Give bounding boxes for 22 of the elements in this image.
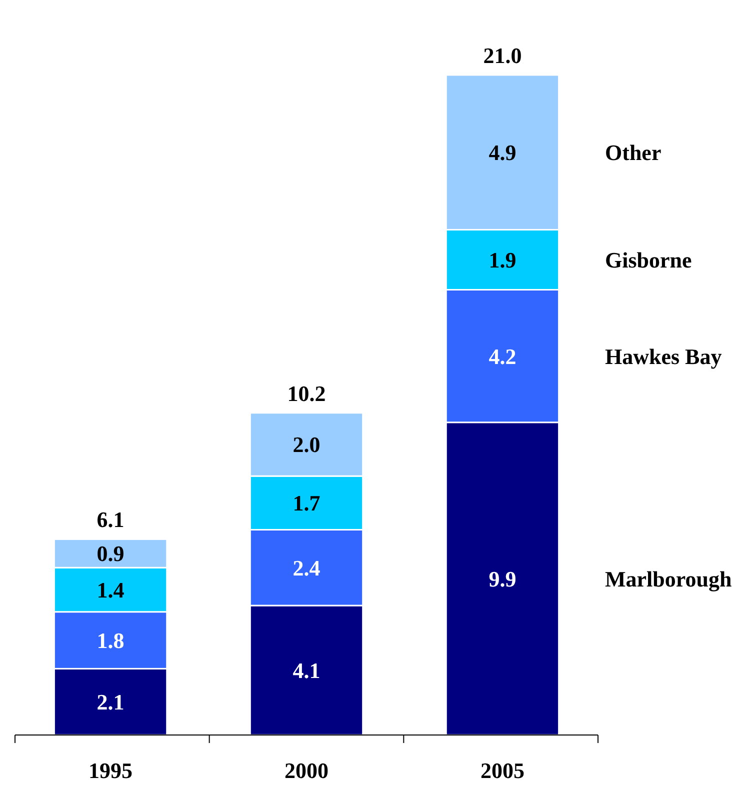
data-label: 4.9 [488,140,516,166]
data-label: 1.4 [96,577,124,602]
text: Other [605,140,662,166]
data-label: 0.9 [96,541,124,566]
x-tick-label: 2000 [284,758,328,783]
total-label: 10.2 [287,380,326,406]
data-label: 1.9 [488,247,516,272]
data-label: 1.8 [96,628,124,653]
x-tick-label: 1995 [88,758,133,783]
data-label: 9.9 [488,566,516,592]
data-label: 2.1 [96,690,124,715]
total-label: 6.1 [96,507,124,532]
data-label: 2.0 [292,432,320,458]
data-label: 1.7 [292,490,320,516]
data-label: 2.4 [292,555,320,580]
text: Gisborne [605,247,692,272]
data-label: 4.1 [292,658,320,683]
total-label: 21.0 [483,43,522,68]
data-label: 4.2 [488,344,516,369]
x-tick-label: 2005 [480,758,524,783]
text: Marlborough [605,566,732,592]
text: Hawkes Bay [605,344,722,369]
